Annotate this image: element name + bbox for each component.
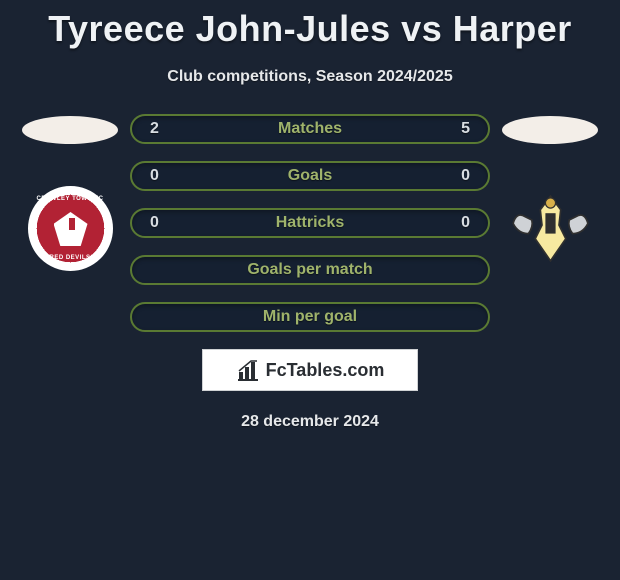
stat-value-right: 0 [450, 167, 470, 185]
stat-label: Hattricks [276, 214, 344, 232]
stat-value-left: 0 [150, 167, 170, 185]
stat-label: Matches [278, 120, 342, 138]
left-player-column: CRAWLEY TOWN FC RED DEVILS [10, 114, 130, 271]
main-comparison: CRAWLEY TOWN FC RED DEVILS 2 Matches 5 0… [0, 114, 620, 332]
page-title: Tyreece John-Jules vs Harper [0, 0, 620, 50]
stat-label: Goals [288, 167, 332, 185]
stat-value-right: 0 [450, 214, 470, 232]
stat-label: Min per goal [263, 308, 357, 326]
crest-text-top: CRAWLEY TOWN FC [32, 196, 109, 202]
right-player-avatar [502, 116, 598, 144]
right-player-column [490, 114, 610, 271]
stat-value-right: 5 [450, 120, 470, 138]
logo-text: FcTables.com [266, 360, 385, 381]
bar-chart-icon [236, 358, 260, 382]
right-club-crest [508, 186, 593, 271]
left-club-crest: CRAWLEY TOWN FC RED DEVILS [28, 186, 113, 271]
left-player-avatar [22, 116, 118, 144]
stat-value-left: 2 [150, 120, 170, 138]
griffin-crest-icon [508, 186, 593, 271]
stat-rows: 2 Matches 5 0 Goals 0 0 Hattricks 0 Goal… [130, 114, 490, 332]
stat-label: Goals per match [247, 261, 372, 279]
snapshot-date: 28 december 2024 [0, 413, 620, 431]
stat-value-left: 0 [150, 214, 170, 232]
stat-row-min-per-goal: Min per goal [130, 302, 490, 332]
stat-row-hattricks: 0 Hattricks 0 [130, 208, 490, 238]
fctables-logo[interactable]: FcTables.com [202, 349, 418, 391]
page-subtitle: Club competitions, Season 2024/2025 [0, 68, 620, 86]
stat-row-goals-per-match: Goals per match [130, 255, 490, 285]
stat-row-goals: 0 Goals 0 [130, 161, 490, 191]
stat-row-matches: 2 Matches 5 [130, 114, 490, 144]
crest-text-bottom: RED DEVILS [32, 255, 109, 261]
